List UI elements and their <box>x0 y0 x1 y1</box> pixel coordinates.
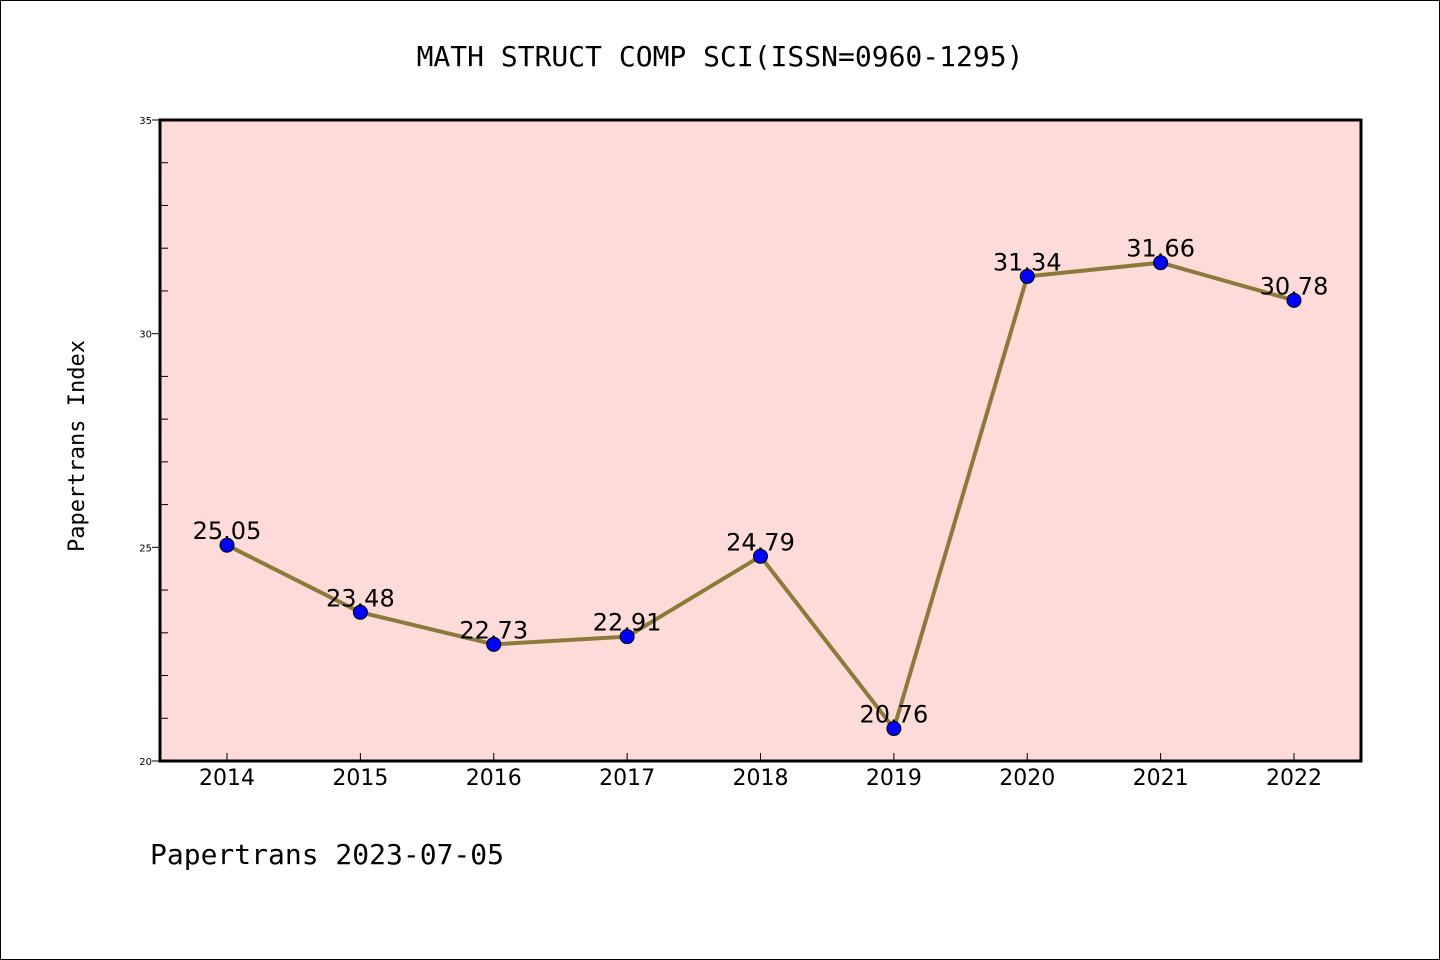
y-tick-label: 25 <box>139 543 152 554</box>
data-point <box>1153 255 1169 271</box>
y-tick-label: 35 <box>139 116 152 127</box>
x-tick-label: 2018 <box>733 766 789 791</box>
data-label: 31.66 <box>1126 235 1195 263</box>
data-label: 22.73 <box>459 616 528 644</box>
data-label: 22.91 <box>593 609 662 637</box>
y-tick-label: 30 <box>139 330 152 341</box>
data-point <box>1019 268 1035 284</box>
x-tick-label: 2017 <box>599 766 655 791</box>
data-points <box>219 255 1302 737</box>
x-axis: 2014 2015 2016 2017 2018 2019 2020 2021 2022 <box>199 753 1322 791</box>
footer-text: Papertrans 2023-07-05 <box>150 838 504 871</box>
x-tick-label: 2022 <box>1266 766 1322 791</box>
data-label: 25.05 <box>193 517 262 545</box>
x-tick-label: 2016 <box>466 766 522 791</box>
x-tick-label: 2015 <box>332 766 388 791</box>
data-point <box>486 636 502 652</box>
x-tick-label: 2019 <box>866 766 922 791</box>
data-label: 31.34 <box>993 248 1062 276</box>
data-point <box>352 604 368 620</box>
plot-area <box>160 120 1361 761</box>
y-axis-label: Papertrans Index <box>65 340 90 552</box>
data-point <box>1286 292 1302 308</box>
y-tick-label: 20 <box>139 757 152 768</box>
x-tick-label: 2014 <box>199 766 255 791</box>
plot-border <box>158 118 1363 763</box>
x-tick-label: 2020 <box>999 766 1055 791</box>
data-point <box>886 721 902 737</box>
data-point <box>619 629 635 645</box>
data-label: 20.76 <box>860 701 929 729</box>
data-label: 30.78 <box>1260 272 1329 300</box>
x-tick-label: 2021 <box>1133 766 1189 791</box>
data-point <box>219 537 235 553</box>
data-point <box>753 548 768 564</box>
data-label: 24.79 <box>726 528 795 556</box>
data-labels: 25.05 23.48 22.73 22.91 24.79 20.76 31.34 31.66… <box>193 235 1329 729</box>
data-label: 23.48 <box>326 584 395 612</box>
chart-title: MATH STRUCT COMP SCI(ISSN=0960-1295) <box>417 40 1024 73</box>
